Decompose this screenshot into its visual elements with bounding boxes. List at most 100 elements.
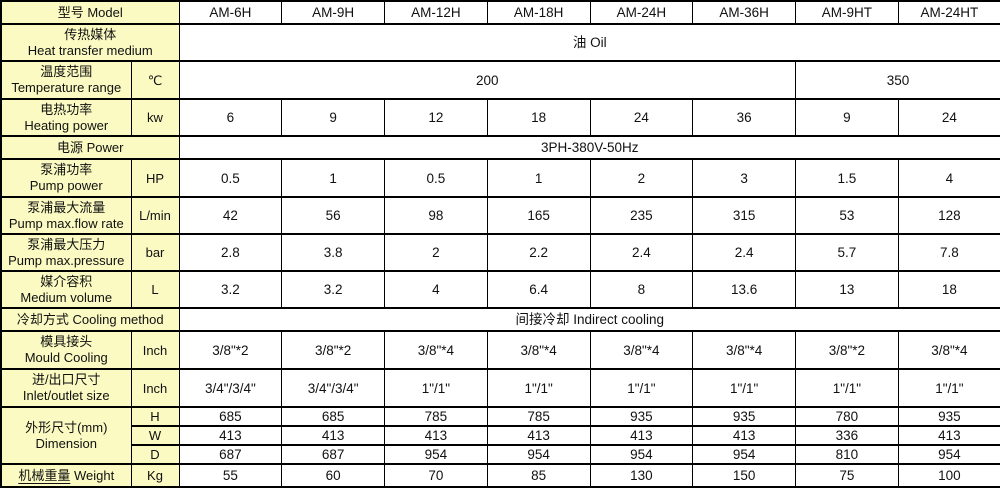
pump-max-flow-rate-value-3: 165 (487, 197, 590, 234)
power-supply-label: 电源 Power (1, 136, 179, 159)
temperature-range-value-0: 200 (179, 61, 796, 99)
heating-power-value-3: 18 (487, 99, 590, 136)
dimension-h-value-1: 685 (282, 407, 385, 426)
weight-value-4: 130 (590, 464, 693, 487)
pump-max-flow-rate-value-5: 315 (693, 197, 796, 234)
heat-transfer-medium-value: 油 Oil (179, 24, 1000, 61)
pump-power-value-6: 1.5 (796, 159, 899, 197)
pump-power-value-0: 0.5 (179, 159, 282, 197)
pump-max-flow-rate-value-2: 98 (385, 197, 488, 234)
pump-max-pressure-value-0: 2.8 (179, 234, 282, 271)
pump-max-flow-rate-value-1: 56 (282, 197, 385, 234)
pump-max-flow-rate-label-en: Pump max.flow rate (4, 216, 129, 232)
dimension-h-value-5: 935 (693, 407, 796, 426)
heat-transfer-medium-label-en: Heat transfer medium (4, 43, 177, 59)
pump-max-flow-rate-value-7: 128 (898, 197, 1000, 234)
dimension-w-value-4: 413 (590, 426, 693, 445)
heat-transfer-medium-label-zh: 传热媒体 (4, 27, 177, 43)
dimension-w-value-7: 413 (898, 426, 1000, 445)
medium-volume-value-6: 13 (796, 271, 899, 308)
heating-power-value-4: 24 (590, 99, 693, 136)
heating-power-unit: kw (131, 99, 179, 136)
dimension-label-zh: 外形尺寸(mm) (4, 420, 129, 436)
medium-volume-unit: L (131, 271, 179, 308)
mould-cooling-value-0: 3/8"*2 (179, 331, 282, 369)
inlet-outlet-size-value-5: 1"/1" (693, 369, 796, 407)
model-col-am-24ht: AM-24HT (898, 1, 1000, 24)
dimension-w-value-3: 413 (487, 426, 590, 445)
pump-max-pressure-value-7: 7.8 (898, 234, 1000, 271)
power-supply-value: 3PH-380V-50Hz (179, 136, 1000, 159)
pump-max-pressure-value-6: 5.7 (796, 234, 899, 271)
mould-cooling-label-zh: 模具接头 (4, 334, 129, 350)
mould-cooling-value-7: 3/8"*4 (898, 331, 1000, 369)
cooling-method-label: 冷却方式 Cooling method (1, 308, 179, 331)
weight-label-zh: 机械重量 (18, 468, 70, 483)
weight-value-1: 60 (282, 464, 385, 487)
medium-volume-value-2: 4 (385, 271, 488, 308)
mould-cooling-value-4: 3/8"*4 (590, 331, 693, 369)
mould-cooling-unit: Inch (131, 331, 179, 369)
inlet-outlet-size-value-2: 1"/1" (385, 369, 488, 407)
model-header-label: 型号 Model (1, 1, 179, 24)
inlet-outlet-size-label-en: Inlet/outlet size (4, 388, 129, 404)
dimension-d-value-2: 954 (385, 445, 488, 464)
dimension-w-value-0: 413 (179, 426, 282, 445)
pump-max-flow-rate-label-zh: 泵浦最大流量 (4, 200, 129, 216)
model-col-am-36h: AM-36H (693, 1, 796, 24)
weight-value-2: 70 (385, 464, 488, 487)
pump-power-label-en: Pump power (4, 178, 129, 194)
dimension-d-value-7: 954 (898, 445, 1000, 464)
dimension-d-value-6: 810 (796, 445, 899, 464)
heating-power-value-6: 9 (796, 99, 899, 136)
heating-power-value-2: 12 (385, 99, 488, 136)
heating-power-label-zh: 电热功率 (4, 102, 129, 118)
dimension-unit-h: H (131, 407, 179, 426)
pump-max-pressure-value-4: 2.4 (590, 234, 693, 271)
medium-volume-value-1: 3.2 (282, 271, 385, 308)
inlet-outlet-size-label-zh: 进/出口尺寸 (4, 372, 129, 388)
pump-power-value-2: 0.5 (385, 159, 488, 197)
weight-value-3: 85 (487, 464, 590, 487)
pump-power-value-4: 2 (590, 159, 693, 197)
pump-max-pressure-label-en: Pump max.pressure (4, 253, 129, 269)
dimension-d-value-1: 687 (282, 445, 385, 464)
dimension-h-value-0: 685 (179, 407, 282, 426)
mould-cooling-value-5: 3/8"*4 (693, 331, 796, 369)
dimension-unit-w: W (131, 426, 179, 445)
dimension-d-value-4: 954 (590, 445, 693, 464)
temperature-range-unit: ℃ (131, 61, 179, 99)
pump-max-flow-rate-value-0: 42 (179, 197, 282, 234)
pump-max-flow-rate-value-6: 53 (796, 197, 899, 234)
weight-value-7: 100 (898, 464, 1000, 487)
inlet-outlet-size-value-1: 3/4"/3/4" (282, 369, 385, 407)
dimension-h-value-7: 935 (898, 407, 1000, 426)
dimension-w-value-6: 336 (796, 426, 899, 445)
heating-power-value-7: 24 (898, 99, 1000, 136)
dimension-h-value-3: 785 (487, 407, 590, 426)
dimension-d-value-0: 687 (179, 445, 282, 464)
pump-power-label-zh: 泵浦功率 (4, 162, 129, 178)
mould-cooling-value-2: 3/8"*4 (385, 331, 488, 369)
inlet-outlet-size-value-6: 1"/1" (796, 369, 899, 407)
pump-max-flow-rate-unit: L/min (131, 197, 179, 234)
temperature-range-value-1: 350 (796, 61, 1000, 99)
medium-volume-label-zh: 媒介容积 (4, 274, 129, 290)
model-col-am-9h: AM-9H (282, 1, 385, 24)
pump-power-value-3: 1 (487, 159, 590, 197)
mould-cooling-value-3: 3/8"*4 (487, 331, 590, 369)
pump-max-pressure-value-3: 2.2 (487, 234, 590, 271)
